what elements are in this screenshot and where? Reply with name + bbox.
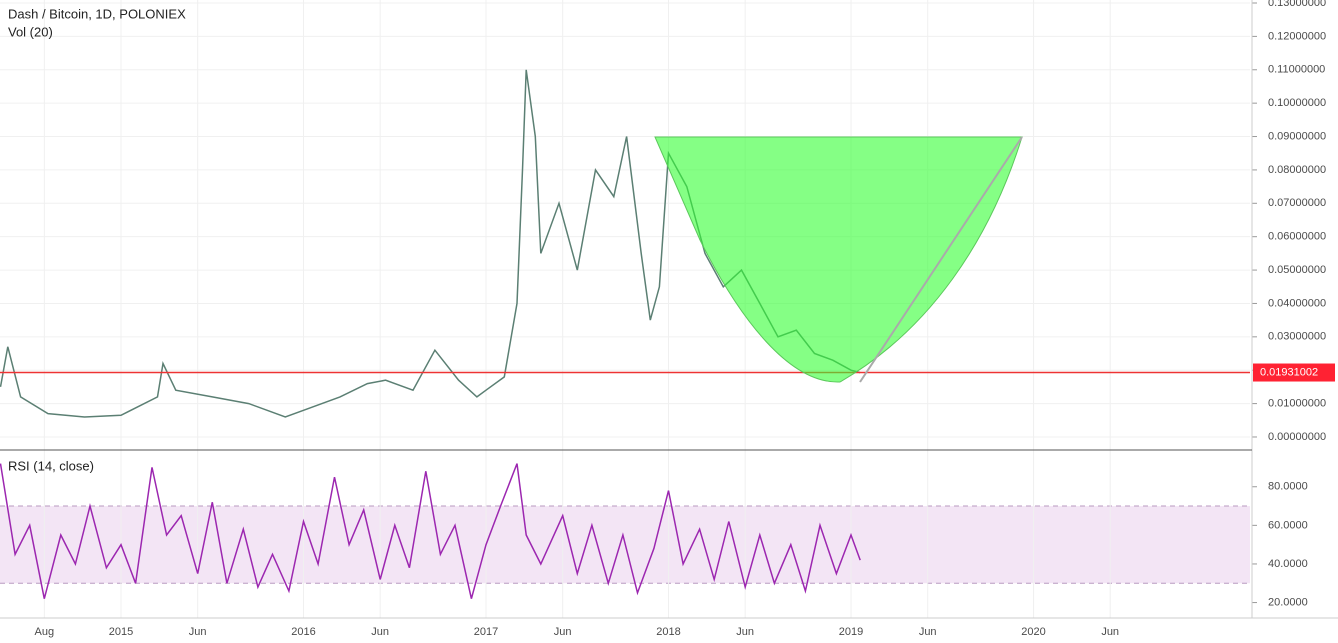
x-tick-label: Jun bbox=[919, 626, 937, 638]
x-tick-label: Jun bbox=[189, 626, 207, 638]
y-tick-label: 0.04000000 bbox=[1268, 297, 1326, 309]
x-tick-label: 2017 bbox=[474, 626, 498, 638]
rsi-label: RSI (14, close) bbox=[8, 458, 94, 473]
y-tick-label: 0.00000000 bbox=[1268, 431, 1326, 443]
x-tick-label: Aug bbox=[35, 626, 55, 638]
last-price-label: 0.01931002 bbox=[1260, 366, 1318, 378]
y-tick-label: 0.01000000 bbox=[1268, 398, 1326, 410]
y-tick-label: 0.07000000 bbox=[1268, 197, 1326, 209]
vol-label: Vol (20) bbox=[8, 24, 53, 39]
x-tick-label: 2020 bbox=[1021, 626, 1045, 638]
y-tick-label: 0.06000000 bbox=[1268, 231, 1326, 243]
y-tick-label: 0.05000000 bbox=[1268, 264, 1326, 276]
x-tick-label: 2016 bbox=[291, 626, 315, 638]
y-tick-label: 0.11000000 bbox=[1268, 64, 1325, 76]
series-line bbox=[0, 463, 861, 599]
x-tick-label: 2018 bbox=[656, 626, 680, 638]
y-tick-label: 0.13000000 bbox=[1268, 0, 1326, 9]
y-tick-label: 0.12000000 bbox=[1268, 30, 1326, 42]
y2-tick-label: 40.0000 bbox=[1268, 558, 1308, 570]
y2-tick-label: 20.0000 bbox=[1268, 596, 1308, 608]
cup-shape bbox=[654, 136, 1023, 383]
measure-line bbox=[859, 136, 1023, 383]
y-tick-label: 0.10000000 bbox=[1268, 97, 1326, 109]
x-tick-label: Jun bbox=[736, 626, 754, 638]
x-tick-label: 2019 bbox=[839, 626, 863, 638]
x-tick-label: Jun bbox=[371, 626, 389, 638]
y-tick-label: 0.03000000 bbox=[1268, 331, 1326, 343]
y2-tick-label: 60.0000 bbox=[1268, 519, 1308, 531]
last-price-box bbox=[1253, 363, 1335, 382]
x-tick-label: Jun bbox=[1101, 626, 1119, 638]
x-tick-label: 2015 bbox=[109, 626, 133, 638]
x-tick-label: Jun bbox=[554, 626, 572, 638]
y-tick-label: 0.09000000 bbox=[1268, 130, 1326, 142]
chart-title: Dash / Bitcoin, 1D, POLONIEX bbox=[8, 6, 186, 21]
y2-tick-label: 80.0000 bbox=[1268, 481, 1308, 493]
y-tick-label: 0.08000000 bbox=[1268, 164, 1326, 176]
